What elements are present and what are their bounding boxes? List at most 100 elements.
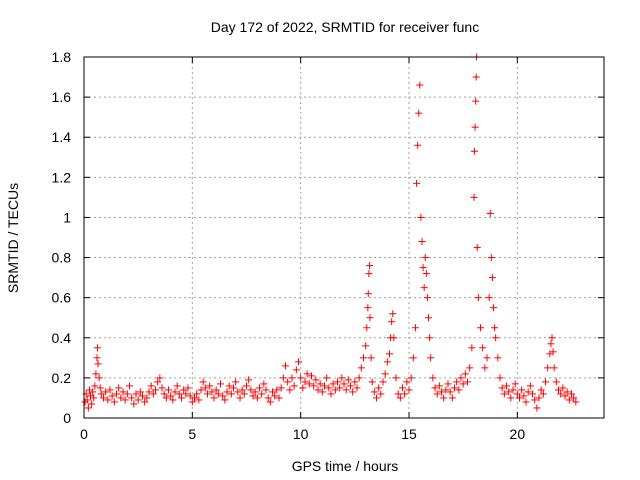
data-point [520, 392, 528, 400]
y-tick-label: 0.6 [52, 290, 72, 306]
data-point [351, 378, 359, 386]
data-point [394, 390, 402, 398]
y-tick-label: 0 [63, 410, 71, 426]
data-point [399, 384, 406, 392]
data-point [550, 364, 558, 372]
data-point [344, 376, 352, 384]
data-point [375, 384, 383, 392]
data-point [271, 392, 279, 400]
data-point [416, 81, 424, 89]
data-point [446, 388, 454, 396]
data-point [97, 390, 105, 398]
data-point [561, 392, 569, 400]
data-point [518, 386, 526, 394]
data-point [451, 384, 458, 392]
data-point [466, 364, 474, 372]
data-point [470, 147, 478, 155]
data-point [509, 386, 517, 394]
data-point [563, 388, 571, 396]
data-point [524, 388, 532, 396]
data-point [421, 254, 429, 262]
data-point [531, 396, 539, 404]
data-point [102, 388, 110, 396]
data-point [117, 394, 125, 402]
data-point [355, 374, 363, 382]
data-point [526, 382, 534, 390]
data-point [84, 404, 92, 412]
data-point [500, 390, 508, 398]
data-point [325, 384, 333, 392]
y-tick-label: 1.6 [52, 89, 72, 105]
chart-title: Day 172 of 2022, SRMTID for receiver fun… [211, 19, 479, 35]
data-point [392, 374, 400, 382]
data-point [448, 394, 456, 402]
data-point [413, 179, 421, 187]
data-point [297, 374, 305, 382]
data-point [92, 370, 100, 378]
data-point [269, 388, 276, 396]
data-point [396, 394, 404, 402]
data-point [403, 378, 411, 386]
data-point [533, 404, 541, 412]
data-point [96, 384, 104, 392]
data-point [572, 398, 580, 406]
data-point [457, 374, 465, 382]
data-point [106, 386, 114, 394]
data-point [238, 386, 246, 394]
data-point [418, 238, 426, 246]
data-point [363, 324, 371, 332]
y-tick-label: 1.8 [52, 49, 72, 65]
data-point [91, 382, 99, 390]
data-point [303, 370, 311, 378]
data-point [364, 304, 372, 312]
data-point [435, 382, 443, 390]
data-point [206, 382, 214, 390]
data-point [282, 362, 289, 370]
data-point [321, 382, 328, 390]
y-tick-label: 1.4 [52, 129, 72, 145]
data-point [234, 388, 242, 396]
data-point [491, 324, 499, 332]
data-point [299, 384, 307, 392]
y-tick-label: 1 [63, 209, 71, 225]
data-point [169, 396, 177, 404]
y-tick-label: 0.2 [52, 370, 72, 386]
data-points [81, 53, 580, 412]
data-point [405, 386, 413, 394]
data-point [273, 386, 281, 394]
data-point [223, 388, 231, 396]
data-point [471, 123, 479, 131]
data-point [419, 264, 427, 272]
data-point [503, 382, 510, 390]
data-point [143, 394, 151, 402]
data-point [570, 394, 578, 402]
x-tick-label: 20 [510, 426, 526, 442]
data-point [425, 314, 432, 322]
data-point [100, 394, 107, 402]
data-point [316, 380, 324, 388]
data-point [498, 384, 506, 392]
data-point [496, 374, 504, 382]
data-point [483, 354, 491, 362]
data-point [186, 392, 194, 400]
data-point [516, 394, 523, 402]
data-point [389, 310, 397, 318]
data-point [182, 390, 190, 398]
data-point [188, 398, 196, 406]
data-point [158, 384, 166, 392]
data-point [431, 384, 439, 392]
data-point [123, 390, 131, 398]
data-point [141, 398, 149, 406]
data-point [522, 398, 530, 406]
data-point [89, 388, 97, 396]
data-point [277, 384, 285, 392]
data-point [184, 384, 192, 392]
data-point [251, 388, 259, 396]
data-point [365, 270, 373, 278]
data-point [401, 390, 409, 398]
data-point [94, 360, 102, 368]
data-point [301, 378, 309, 386]
data-point [115, 384, 123, 392]
x-tick-label: 5 [188, 426, 196, 442]
data-point [288, 374, 296, 382]
